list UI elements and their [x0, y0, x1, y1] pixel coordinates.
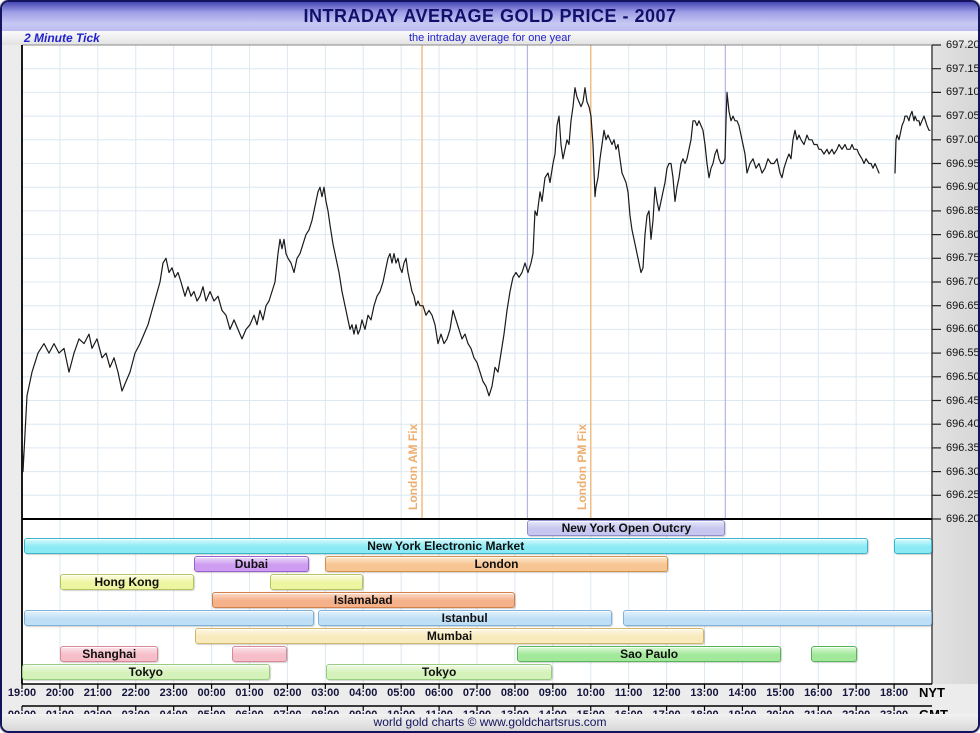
session-bar-istanbul: Istanbul	[317, 610, 612, 626]
price-line	[894, 110, 931, 174]
price-tick-label: 696.25	[946, 489, 980, 502]
nyt-tick-label: 06:00	[425, 687, 454, 699]
price-tick-label: 696.55	[946, 347, 980, 360]
price-tick-label: 696.85	[946, 204, 980, 217]
price-axis-panel	[933, 45, 978, 718]
price-tick-label: 696.60	[946, 323, 980, 336]
nyt-tick-label: 22:00	[121, 687, 150, 699]
nyt-tick-label: 00:00	[197, 687, 226, 699]
nyt-tick-label: 15:00	[766, 687, 795, 699]
price-tick-label: 696.70	[946, 276, 980, 288]
nyt-tick-label: 05:00	[387, 687, 416, 699]
price-tick-label: 697.00	[946, 133, 980, 146]
price-tick-label: 696.45	[946, 394, 980, 407]
price-tick-label: 696.50	[946, 370, 980, 383]
nyt-tick-label: 02:00	[273, 687, 302, 699]
price-tick-label: 696.95	[946, 157, 980, 170]
sub-header: 2 Minute Tick the intraday average for o…	[2, 31, 978, 45]
tick-interval-label: 2 Minute Tick	[24, 31, 100, 45]
price-tick-label: 696.20	[946, 513, 980, 525]
nyt-tick-label: 14:00	[728, 687, 757, 699]
price-tick-label: 696.90	[946, 181, 980, 194]
session-bar	[622, 610, 932, 626]
nyt-tick-label: 11:00	[614, 687, 643, 699]
price-tick-label: 697.05	[946, 110, 980, 123]
nyt-tick-label: 16:00	[804, 687, 833, 699]
price-tick-label: 696.80	[946, 228, 980, 241]
session-bar-hong-kong: Hong Kong	[59, 574, 194, 590]
price-tick-label: 696.35	[946, 441, 980, 454]
nyt-tick-label: 18:00	[880, 687, 909, 699]
chart-subtitle: the intraday average for one year	[408, 32, 572, 44]
session-bar	[23, 610, 314, 626]
nyt-tick-label: 07:00	[462, 687, 492, 699]
left-margin	[2, 45, 22, 718]
london-fix-label: London PM Fix	[575, 424, 589, 510]
nyt-tick-label: 23:00	[159, 687, 188, 699]
price-tick-label: 697.20	[946, 39, 980, 51]
session-bar	[231, 646, 288, 662]
session-bar-islamabad: Islamabad	[211, 592, 515, 608]
nyt-tick-label: 19:00	[7, 687, 37, 699]
price-tick-label: 696.75	[946, 252, 980, 265]
nyt-tick-label: 20:00	[45, 687, 74, 699]
nyt-tick-label: 01:00	[235, 687, 264, 699]
session-bar-tokyo: Tokyo	[22, 664, 270, 680]
session-bar	[894, 538, 932, 554]
nyt-tick-label: 12:00	[652, 687, 681, 699]
footer-bar: world gold charts © www.goldchartsrus.co…	[2, 714, 978, 731]
nyt-tick-label: 17:00	[842, 687, 871, 699]
nyt-tick-label: 21:00	[83, 687, 112, 699]
plot-background	[22, 45, 932, 519]
session-bar-mumbai: Mumbai	[194, 628, 705, 644]
price-line	[21, 87, 880, 473]
title-bar: INTRADAY AVERAGE GOLD PRICE - 2007	[2, 2, 978, 31]
nyt-tick-label: 08:00	[500, 687, 529, 699]
price-tick-label: 696.30	[946, 465, 980, 478]
nyt-tick-label: 13:00	[690, 687, 719, 699]
session-bar-new-york-electronic-market: New York Electronic Market	[23, 538, 868, 554]
nyt-tick-label: 10:00	[576, 687, 605, 699]
session-bar	[269, 574, 364, 590]
session-bar-london: London	[325, 556, 668, 572]
session-bar-shanghai: Shanghai	[59, 646, 159, 662]
price-tick-label: 697.10	[946, 86, 980, 99]
session-bar-tokyo: Tokyo	[326, 664, 552, 680]
session-bar-sao-paulo: Sao Paulo	[516, 646, 782, 662]
price-tick-label: 697.15	[946, 62, 980, 75]
session-bar-dubai: Dubai	[193, 556, 310, 572]
footer-credit: world gold charts © www.goldchartsrus.co…	[373, 715, 607, 729]
nyt-axis-label: NYT	[919, 685, 945, 700]
session-bar	[810, 646, 858, 662]
nyt-tick-label: 03:00	[311, 687, 340, 699]
price-tick-label: 696.40	[946, 418, 980, 431]
london-fix-label: London AM Fix	[406, 423, 420, 510]
nyt-tick-label: 04:00	[349, 687, 378, 699]
nyt-tick-label: 09:00	[538, 687, 567, 699]
page-title: INTRADAY AVERAGE GOLD PRICE - 2007	[303, 6, 677, 26]
time-axis-area	[2, 684, 978, 718]
price-tick-label: 696.65	[946, 299, 980, 312]
session-bar-new-york-open-outcry: New York Open Outcry	[527, 520, 726, 536]
